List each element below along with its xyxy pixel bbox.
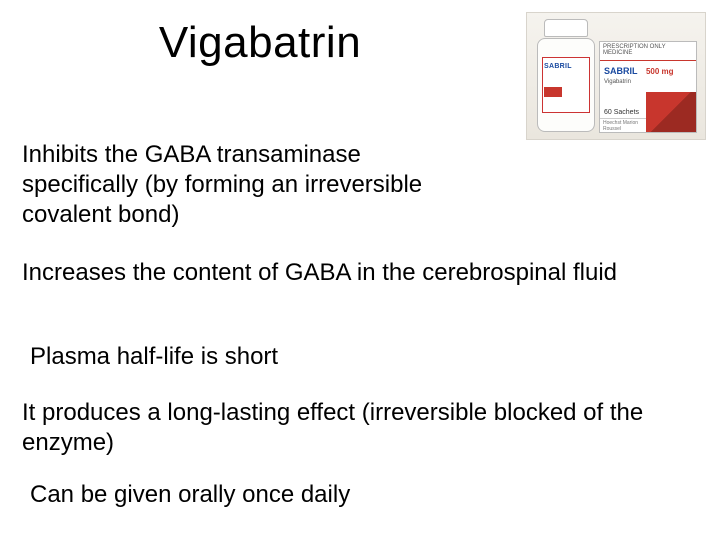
paragraph-4: It produces a long-lasting effect (irrev… — [22, 398, 692, 458]
box-art-icon — [646, 92, 696, 132]
box-brand-label: SABRIL — [600, 63, 642, 76]
bottle-icon: SABRIL — [537, 19, 595, 131]
slide: Vigabatrin Inhibits the GABA transaminas… — [0, 0, 720, 540]
box-sub-label: Vigabatrin — [600, 79, 696, 85]
bottle-brand-label: SABRIL — [544, 63, 572, 70]
slide-title: Vigabatrin — [0, 18, 520, 68]
paragraph-2: Increases the content of GABA in the cer… — [22, 258, 682, 288]
box-dose-label: 500 mg — [646, 67, 674, 76]
paragraph-1: Inhibits the GABA transaminase specifica… — [22, 140, 482, 230]
paragraph-3: Plasma half-life is short — [30, 342, 690, 372]
product-image: SABRIL PRESCRIPTION ONLY MEDICINE SABRIL… — [526, 12, 706, 140]
box-icon: PRESCRIPTION ONLY MEDICINE SABRIL 500 mg… — [599, 41, 697, 133]
paragraph-5: Can be given orally once daily — [30, 480, 690, 510]
box-footer-label: Hoechst Marion Roussel — [600, 118, 646, 132]
box-count-label: 60 Sachets — [604, 109, 639, 116]
box-top-label: PRESCRIPTION ONLY MEDICINE — [600, 42, 696, 61]
